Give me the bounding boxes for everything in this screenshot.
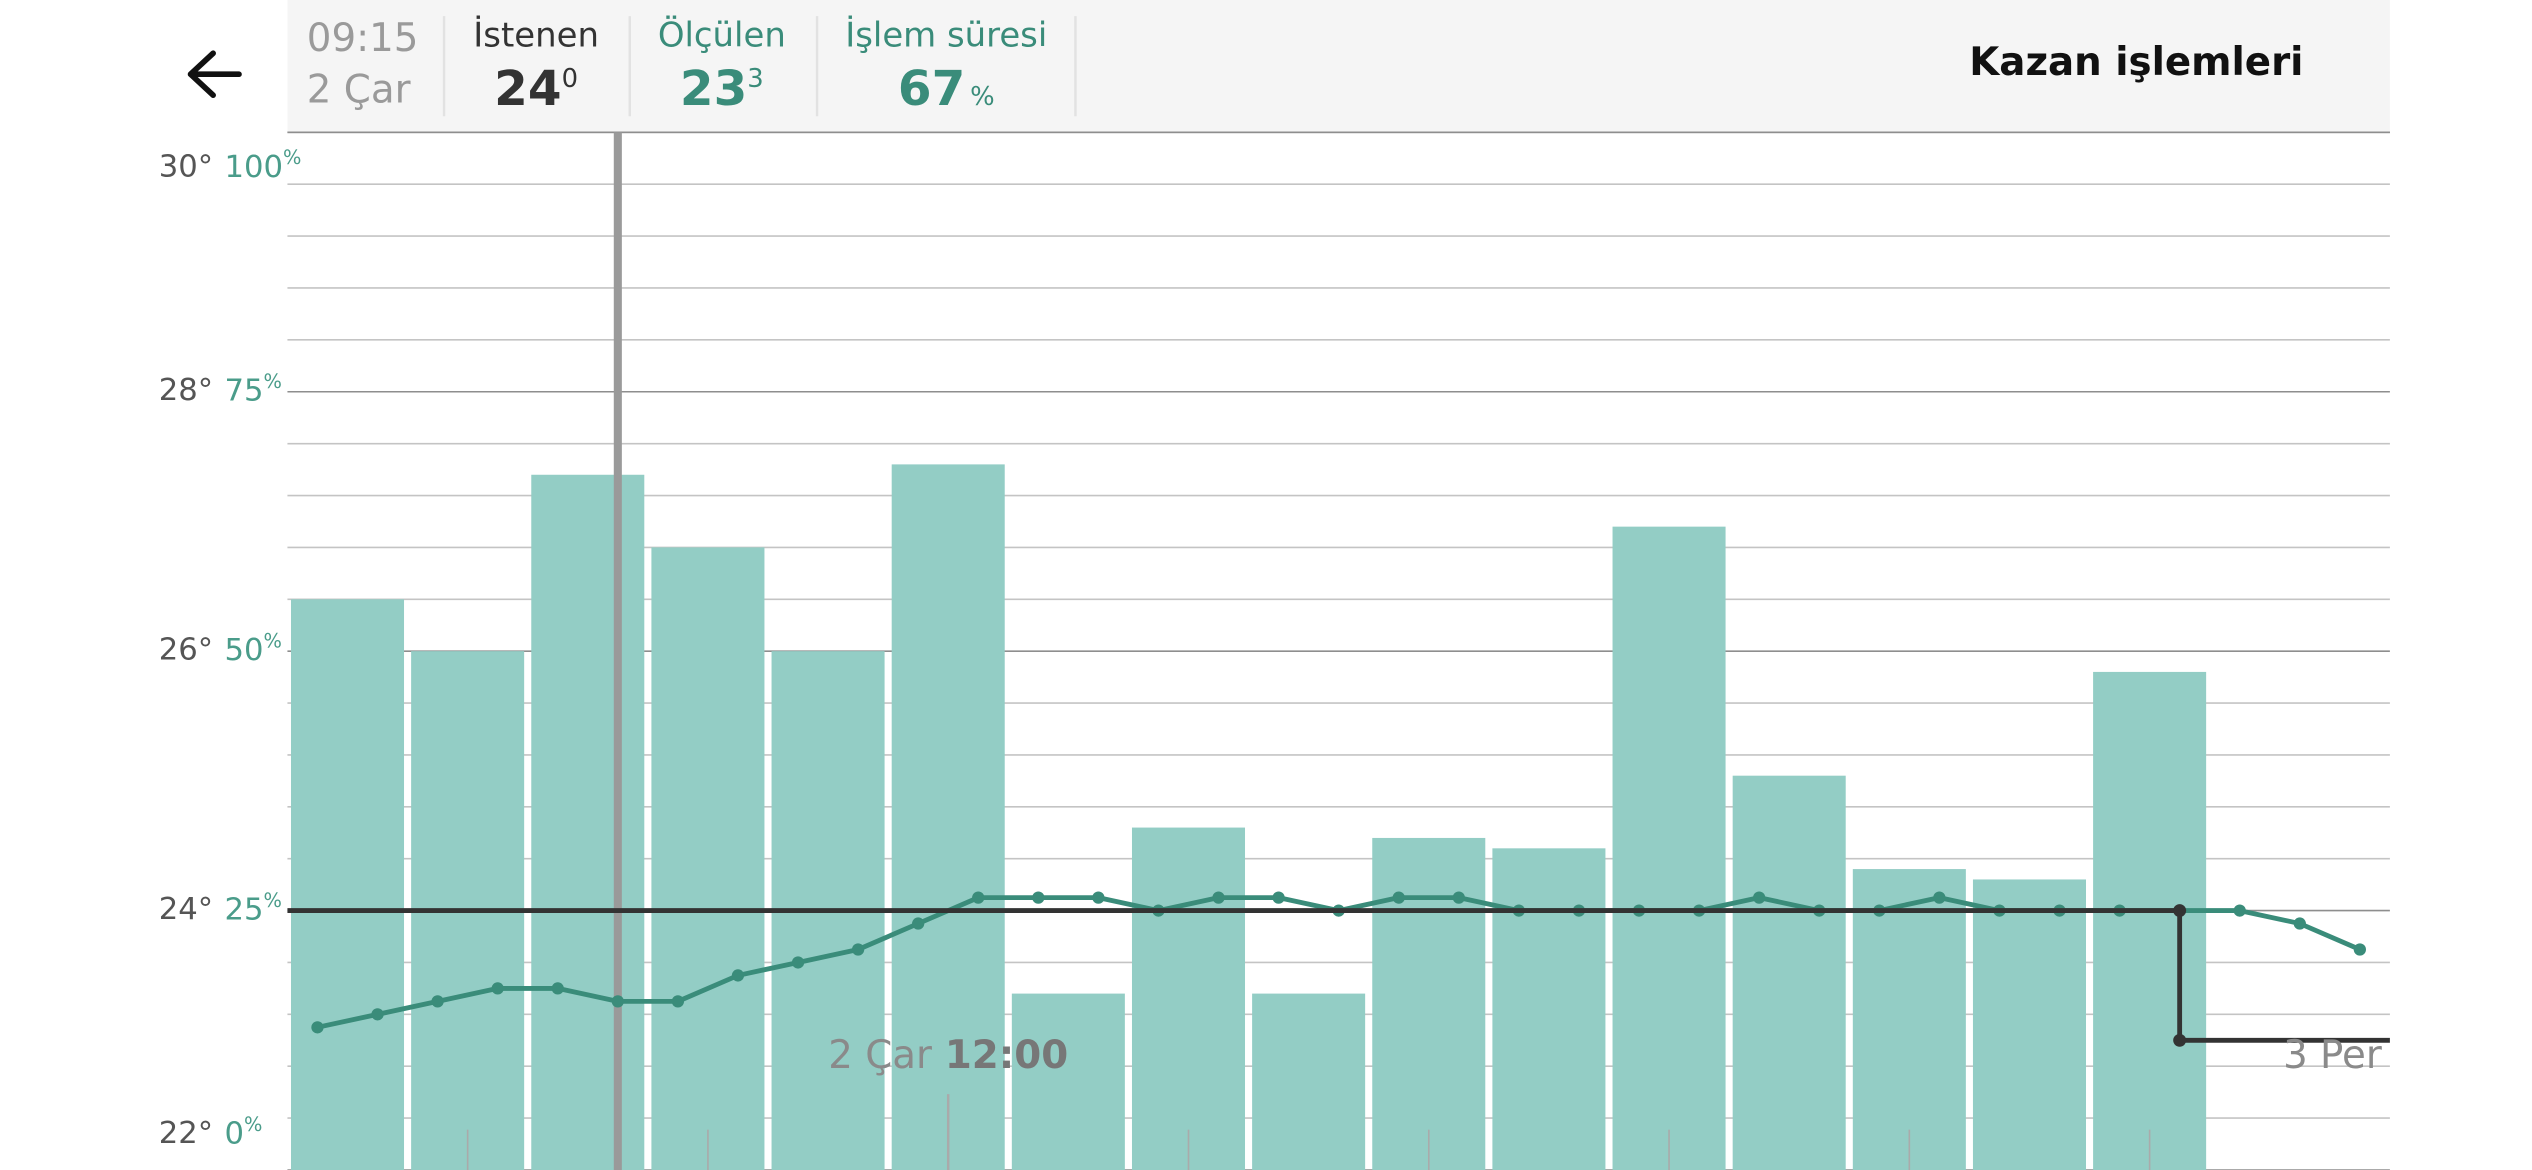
bar [1252, 993, 1366, 1170]
measured-point [671, 995, 685, 1008]
target-line [287, 908, 2390, 1043]
bar [1131, 827, 1246, 1170]
y2-tick-number: 50 [224, 633, 263, 668]
measured-point [371, 1008, 384, 1021]
stat-number: 67 [898, 61, 965, 117]
stat-label: İşlem süresi [845, 16, 1047, 55]
bar [2093, 671, 2207, 1170]
y-tick-label: 24° [159, 892, 213, 927]
measured-point [912, 917, 925, 930]
y2-tick-number: 25 [224, 892, 263, 927]
stat-decimal: 3 [747, 64, 763, 94]
measured-point [1032, 891, 1045, 904]
measured-point [731, 969, 745, 982]
bar [1612, 526, 1726, 1170]
measured-point [611, 995, 624, 1008]
y2-tick-number: 0 [224, 1116, 244, 1151]
bar [1492, 848, 1606, 1170]
measured-point [851, 943, 865, 956]
page-title[interactable]: Kazan işlemleri [1969, 40, 2303, 85]
target-point [2173, 904, 2187, 918]
measured-point [491, 982, 504, 995]
bar [1372, 837, 1486, 1170]
bar [1852, 869, 1966, 1170]
x-tick-time: 12:00 [945, 1033, 1068, 1078]
x-tick-label: 3 Per [2283, 1033, 2382, 1078]
bar [531, 474, 645, 1170]
y-tick-label: 26° [159, 633, 213, 668]
bar [290, 599, 405, 1170]
y2-tick-unit: % [283, 146, 301, 169]
stat-number: 24 [494, 61, 561, 117]
bar [651, 547, 765, 1170]
bar [1972, 879, 2086, 1170]
stat-decimal: 0 [562, 64, 578, 94]
measured-point [431, 995, 444, 1008]
stat-value: 67% [898, 61, 995, 117]
stat-label: İstenen [473, 16, 599, 55]
stat-value: 233 [680, 61, 764, 117]
y2-tick-unit: % [263, 370, 281, 393]
stat-label: Ölçülen [658, 15, 786, 55]
y2-tick-number: 75 [224, 373, 263, 408]
y-tick-label: 28° [159, 373, 213, 408]
y2-tick-label: 0% [224, 1112, 262, 1151]
bar [1732, 775, 1846, 1170]
bar [891, 464, 1005, 1170]
stat-value: 240 [494, 61, 578, 117]
y2-tick-label: 50% [224, 629, 281, 668]
chart: 22°24°26°28°30°0%25%50%75%100%2 Çar 12:00… [159, 131, 2390, 1170]
y2-tick-label: 75% [224, 370, 281, 409]
y2-tick-number: 100 [224, 149, 283, 184]
x-tick-day: 3 Per [2283, 1033, 2382, 1078]
back-arrow[interactable] [187, 50, 242, 99]
measured-point [791, 956, 805, 969]
measured-point [1272, 891, 1285, 904]
bar [1011, 993, 1125, 1170]
y2-tick-label: 100% [224, 146, 301, 185]
target-point [2173, 1033, 2187, 1047]
measured-point [1092, 891, 1105, 904]
y2-tick-unit: % [244, 1112, 262, 1135]
measured-point [1933, 891, 1946, 904]
current-time: 09:15 [307, 16, 419, 61]
measured-point [2293, 917, 2306, 930]
measured-point [2233, 904, 2246, 917]
y2-tick-unit: % [263, 888, 281, 911]
back-button[interactable] [187, 50, 242, 99]
measured-point [1753, 891, 1766, 904]
x-tick-label: 2 Çar 12:00 [828, 1033, 1068, 1078]
measured-point [1452, 891, 1465, 904]
stat-number: 23 [680, 61, 747, 117]
measured-point [972, 891, 985, 904]
x-tick-day: 2 Çar [828, 1033, 932, 1078]
measured-point [551, 982, 564, 995]
y-tick-label: 22° [159, 1116, 213, 1151]
measured-point [311, 1021, 324, 1034]
y-tick-label: 30° [159, 149, 213, 184]
measured-point [1212, 891, 1225, 904]
measured-point [2353, 943, 2366, 956]
stat-decimal: % [970, 81, 995, 111]
y2-tick-unit: % [263, 629, 281, 652]
header-bar [287, 0, 2390, 133]
measured-point [1392, 891, 1405, 904]
y2-tick-label: 25% [224, 888, 281, 927]
current-day: 2 Çar [307, 67, 411, 112]
